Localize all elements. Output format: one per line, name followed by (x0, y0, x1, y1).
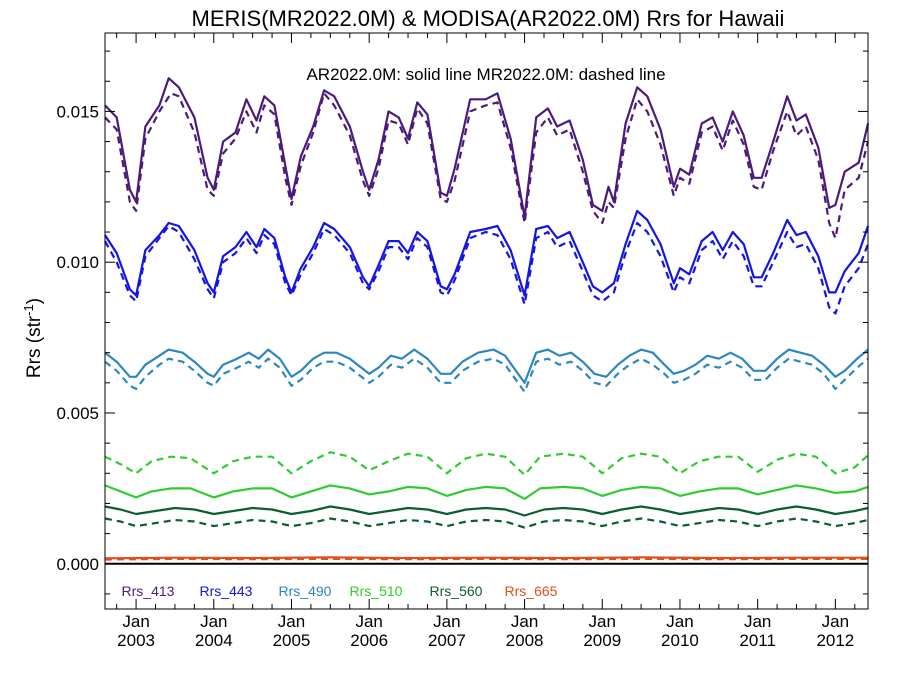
y-tick-label: 0.000 (56, 555, 99, 574)
series-line-dashed (104, 92, 870, 240)
series-line-solid (104, 348, 869, 384)
series-line-dashed (104, 221, 870, 315)
y-tick-label: 0.015 (56, 102, 99, 121)
legend-label: Rrs_665 (505, 583, 558, 599)
plot-area: Rrs_413 Rrs_443 Rrs_490 Rrs_510 Rrs_560 Rrs_6… (56, 32, 870, 650)
series-rrs-443 (104, 209, 870, 315)
x-tick-month-label: Jan (744, 612, 771, 631)
y-axis-label-main: Rrs (str (24, 315, 45, 378)
x-tick-month-label: Jan (589, 612, 616, 631)
legend-label: Rrs_510 (350, 583, 403, 599)
legend-label: Rrs_560 (430, 583, 483, 599)
series-line-dashed (104, 517, 869, 529)
x-tick-year-label: 2007 (428, 631, 466, 650)
series-rrs-490 (104, 348, 869, 393)
x-tick-year-label: 2010 (661, 631, 699, 650)
x-tick-month-label: Jan (433, 612, 460, 631)
y-tick-label: 0.010 (56, 253, 99, 272)
series-rrs-510 (104, 451, 869, 500)
series-line-solid (104, 484, 869, 500)
line-style-note: AR2022.0M: solid line MR2022.0M: dashed … (306, 65, 665, 84)
y-axis-label: Rrs (str-1) (21, 298, 45, 378)
x-tick-month-label: Jan (511, 612, 538, 631)
series-line-solid (104, 209, 870, 297)
series-line-dashed (104, 357, 869, 393)
plot-frame (104, 32, 869, 610)
legend-label: Rrs_443 (200, 583, 253, 599)
y-tick-label: 0.005 (56, 404, 99, 423)
series-line-dashed (104, 557, 868, 561)
x-tick-month-label: Jan (666, 612, 693, 631)
x-tick-year-label: 2005 (273, 631, 311, 650)
series-line-solid (104, 505, 869, 517)
series-line-solid (104, 556, 868, 560)
y-axis-label-close: ) (24, 298, 45, 304)
y-axis-label-superscript: -1 (21, 304, 36, 316)
x-tick-year-label: 2006 (350, 631, 388, 650)
series-rrs-413 (104, 77, 870, 240)
x-tick-year-label: 2004 (195, 631, 233, 650)
x-tick-year-label: 2012 (816, 631, 854, 650)
x-tick-year-label: 2008 (506, 631, 544, 650)
series-line-dashed (104, 451, 869, 476)
x-tick-year-label: 2009 (583, 631, 621, 650)
series-rrs-560 (104, 505, 869, 529)
series-line-solid (104, 77, 870, 219)
legend-label: Rrs_413 (122, 583, 175, 599)
legend-label: Rrs_490 (279, 583, 332, 599)
x-tick-year-label: 2003 (117, 631, 155, 650)
x-tick-month-label: Jan (355, 612, 382, 631)
x-tick-year-label: 2011 (739, 631, 776, 650)
x-tick-month-label: Jan (822, 612, 849, 631)
chart-title: MERIS(MR2022.0M) & MODISA(AR2022.0M) Rrs… (192, 6, 785, 31)
series-rrs-665 (104, 556, 868, 561)
x-tick-month-label: Jan (122, 612, 149, 631)
x-tick-month-label: Jan (200, 612, 227, 631)
x-tick-month-label: Jan (278, 612, 305, 631)
